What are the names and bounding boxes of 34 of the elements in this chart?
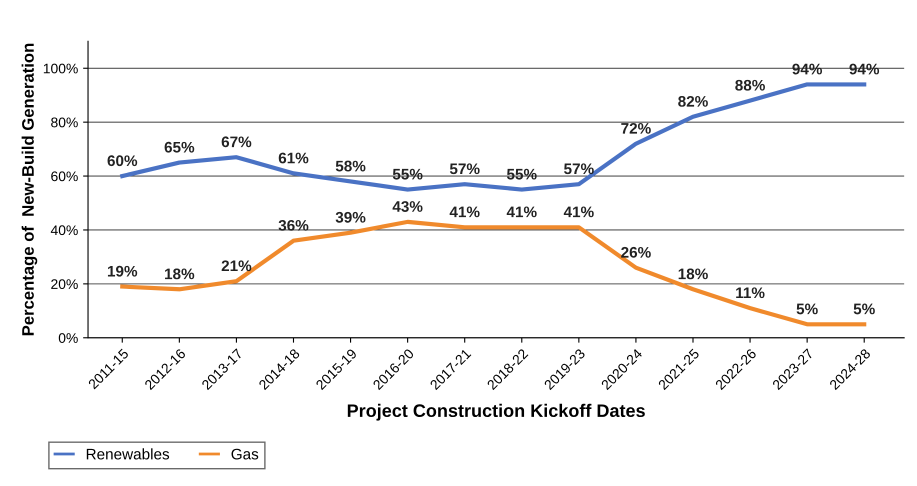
y-tick-label: 80% — [51, 117, 78, 128]
data-label: 61% — [278, 152, 308, 164]
data-label: 65% — [164, 142, 194, 153]
data-label: 41% — [564, 206, 594, 218]
y-tick-label: 100% — [44, 64, 78, 74]
data-label: 57% — [450, 163, 480, 174]
data-label: 26% — [621, 246, 651, 258]
data-label: 58% — [336, 160, 366, 172]
data-label: 5% — [854, 304, 875, 314]
data-label: 67% — [222, 136, 252, 148]
data-label: 57% — [564, 163, 594, 174]
y-tick-label: 40% — [50, 225, 78, 236]
data-label: 11% — [736, 287, 765, 298]
y-tick-label: 0% — [58, 333, 78, 343]
data-label: 36% — [278, 220, 308, 231]
data-label: 18% — [678, 268, 708, 280]
data-label: 21% — [222, 260, 252, 272]
data-label: 88% — [735, 80, 765, 91]
y-tick-label: 20% — [51, 279, 78, 290]
data-label: 41% — [450, 206, 480, 218]
data-label: 5% — [796, 304, 818, 314]
data-label: 43% — [392, 201, 423, 212]
data-label: 72% — [621, 122, 651, 134]
legend-label: Renewables — [86, 448, 170, 460]
data-label: 82% — [678, 96, 708, 107]
y-tick-label: 60% — [51, 171, 78, 182]
data-label: 18% — [165, 268, 194, 280]
x-axis-title: Project Construction Kickoff Dates — [348, 404, 645, 421]
data-label: 60% — [108, 155, 138, 166]
data-label: 19% — [108, 266, 138, 277]
legend-label: Gas — [232, 448, 258, 460]
data-label: 41% — [506, 206, 537, 218]
y-axis-title: Percentage of New-Build Generation — [22, 44, 38, 336]
data-label: 39% — [336, 212, 366, 223]
